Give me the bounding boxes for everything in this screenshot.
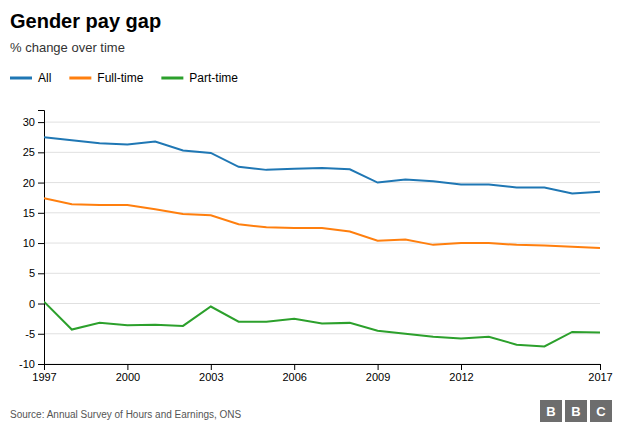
logo-box [540, 400, 562, 422]
y-tick: 5 [29, 267, 44, 279]
y-tick-mark [38, 243, 44, 244]
x-tick: 2000 [116, 364, 140, 383]
x-tick: 2017 [588, 364, 612, 383]
y-axis-line [38, 111, 45, 365]
grid-line [44, 212, 600, 213]
grid-line [44, 333, 600, 334]
y-tick: -5 [25, 328, 44, 340]
x-tick: 2006 [282, 364, 306, 383]
y-tick-mark [38, 213, 44, 214]
grid [44, 122, 600, 364]
title: Gender pay gap [10, 10, 161, 32]
y-tick-mark [38, 334, 44, 335]
x-tick-mark [127, 364, 128, 370]
grid-line [44, 182, 600, 183]
y-tick-label: 10 [23, 237, 35, 249]
x-tick: 2012 [449, 364, 473, 383]
x-tick-label: 2006 [282, 371, 306, 383]
logo-letter: B [546, 404, 555, 419]
y-tick-label: 15 [23, 207, 35, 219]
x-tick: 1997 [32, 364, 56, 383]
y-tick-label: 20 [23, 177, 35, 189]
grid-line [44, 243, 600, 244]
legend-label: All [38, 71, 51, 85]
subtitle: % change over time [10, 40, 125, 55]
y-tick: 20 [23, 177, 44, 189]
x-tick: 2003 [199, 364, 223, 383]
legend-item: Part-time [161, 71, 238, 85]
y-tick-label: 30 [23, 116, 35, 128]
grid-line [44, 122, 600, 123]
legend-label: Part-time [189, 71, 238, 85]
y-tick-mark [38, 152, 44, 153]
y-tick: 15 [23, 207, 44, 219]
series-line [44, 137, 600, 193]
y-tick-mark [38, 183, 44, 184]
y-tick-mark [38, 304, 44, 305]
y-tick: 25 [23, 146, 44, 158]
logo-letter: B [571, 404, 580, 419]
x-tick-mark [294, 364, 295, 370]
legend-swatch [10, 77, 32, 80]
y-tick-mark [38, 122, 44, 123]
legend-swatch [161, 77, 183, 80]
x-tick-label: 2003 [199, 371, 223, 383]
x-tick: 2009 [366, 364, 390, 383]
y-axis: -10 -5 0 5 10 15 20 25 30 [19, 111, 44, 371]
grid-line [44, 303, 600, 304]
x-tick-mark [378, 364, 379, 370]
logo: BBC [540, 400, 612, 422]
y-tick: 10 [23, 237, 44, 249]
y-tick-label: -10 [19, 358, 35, 370]
legend-item: All [10, 71, 51, 85]
logo-box [565, 400, 587, 422]
x-axis: 1997 2000 2003 2006 2009 2012 2017 [32, 364, 612, 383]
legend-label: Full-time [97, 71, 143, 85]
chart: Gender pay gap % change over time All Full-… [0, 0, 624, 430]
series-line [44, 198, 600, 248]
logo-box [590, 400, 612, 422]
legend-swatch [69, 77, 91, 80]
series-line [44, 302, 600, 347]
plot: 1997 2000 2003 2006 2009 2012 2017 -10 -5 0 5 10 15 2… [19, 111, 613, 383]
x-tick-label: 2000 [116, 371, 140, 383]
grid-line [44, 273, 600, 274]
y-tick: 30 [23, 116, 44, 128]
legend-item: Full-time [69, 71, 143, 85]
y-tick-mark [38, 364, 44, 365]
x-tick-mark [600, 364, 601, 370]
x-tick-label: 1997 [32, 371, 56, 383]
x-tick-label: 2017 [588, 371, 612, 383]
y-tick-label: 25 [23, 146, 35, 158]
y-tick-mark [38, 273, 44, 274]
legend: All Full-time Part-time [10, 71, 238, 85]
lines [44, 137, 600, 346]
x-axis-line [45, 365, 601, 371]
grid-line [44, 152, 600, 153]
source: Source: Annual Survey of Hours and Earni… [10, 409, 242, 420]
x-tick-label: 2012 [449, 371, 473, 383]
y-tick: 0 [29, 298, 44, 310]
x-tick-mark [461, 364, 462, 370]
y-tick: -10 [19, 358, 44, 370]
x-tick-label: 2009 [366, 371, 390, 383]
y-tick-label: 0 [29, 298, 35, 310]
y-tick-label: -5 [25, 328, 35, 340]
logo-letter: C [596, 404, 606, 419]
x-tick-mark [211, 364, 212, 370]
y-tick-label: 5 [29, 267, 35, 279]
